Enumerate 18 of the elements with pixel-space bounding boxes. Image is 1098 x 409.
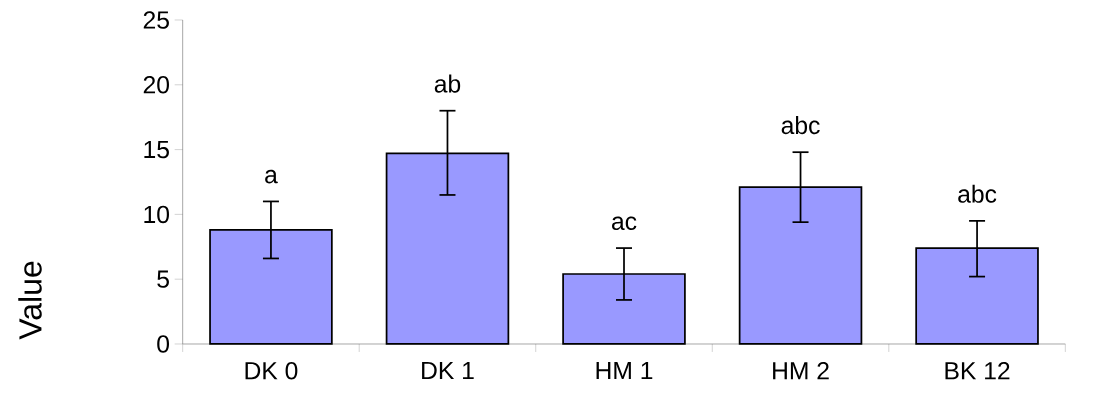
x-tick-label: HM 1 bbox=[596, 362, 653, 379]
y-tick-label: 0 bbox=[157, 335, 169, 353]
annotation: ac bbox=[612, 216, 637, 231]
annotation: ab bbox=[434, 74, 461, 93]
y-axis-title: Value bbox=[18, 261, 42, 340]
y-tick-label: 10 bbox=[144, 205, 169, 224]
x-tick-label: DK 0 bbox=[245, 362, 298, 380]
y-tick-label: 15 bbox=[144, 140, 169, 159]
x-tick-label: BK 12 bbox=[945, 362, 1010, 380]
annotation: a bbox=[265, 169, 278, 184]
y-tick-label: 20 bbox=[143, 76, 169, 94]
annotation: abc bbox=[781, 116, 820, 135]
x-tick-label: HM 2 bbox=[773, 362, 829, 380]
x-tick-label: DK 1 bbox=[422, 362, 474, 379]
bar bbox=[385, 152, 510, 345]
y-tick-label: 25 bbox=[143, 11, 169, 29]
y-tick-label: 5 bbox=[157, 270, 169, 288]
annotation: abc bbox=[958, 184, 997, 203]
